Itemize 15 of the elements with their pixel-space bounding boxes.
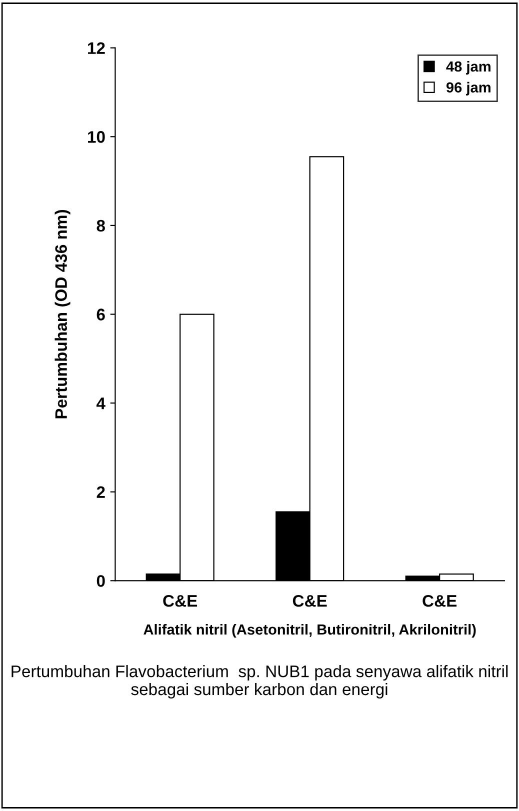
y-tick-label: 0 bbox=[96, 575, 105, 587]
x-tick-label: C&E bbox=[292, 595, 327, 607]
y-tick-label: 4 bbox=[96, 398, 106, 410]
y-tick-label: 6 bbox=[96, 308, 105, 320]
x-tick-label: C&E bbox=[422, 595, 457, 607]
y-tick-label: 8 bbox=[96, 220, 105, 232]
text: Pertumbuhan Flavobacterium sp. NUB1 pada senyawa alifatik nitril sebagai sumber karbon dan energi bbox=[12, 665, 508, 699]
x-tick-label: C&E bbox=[163, 595, 198, 607]
legend-label: 96 jam bbox=[446, 82, 490, 96]
y-tick-label: 12 bbox=[88, 42, 105, 54]
y-tick-label: 2 bbox=[96, 486, 105, 498]
x-axis-title: Alifatik nitril (Asetonitril, Butironitril, Akrilonitril) bbox=[144, 624, 476, 638]
y-axis-title: Pertumbuhan (OD 436 nm) bbox=[54, 210, 70, 418]
y-tick-label: 10 bbox=[88, 131, 105, 143]
legend-label: 48 jam bbox=[446, 60, 490, 75]
